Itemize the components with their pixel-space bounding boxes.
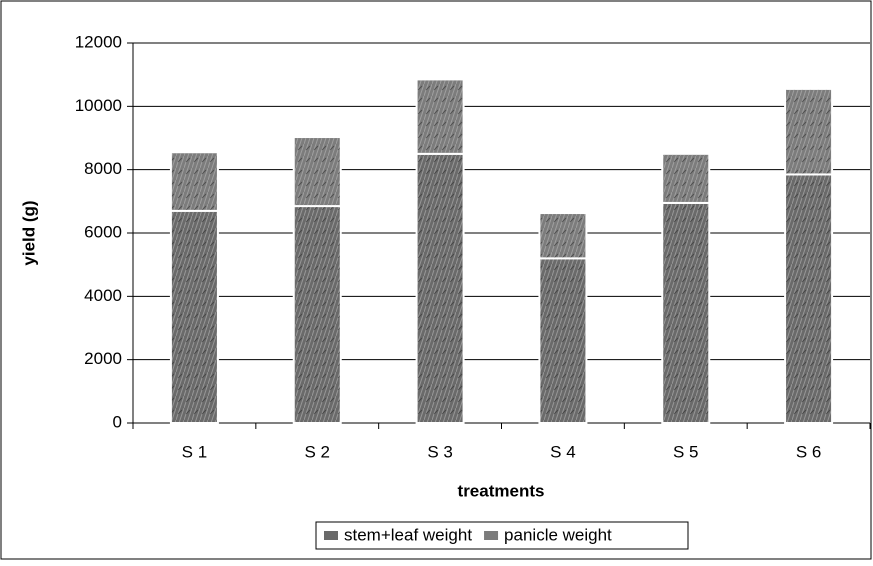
x-tick-label: S 6 [796, 442, 822, 461]
bar-texture [786, 175, 831, 422]
x-tick-label: S 5 [673, 442, 699, 461]
y-tick-label: 10000 [75, 96, 122, 115]
x-axis-title: treatments [458, 481, 545, 500]
x-tick-label: S 1 [182, 442, 208, 461]
bar-texture [295, 138, 340, 205]
bar-texture [295, 207, 340, 422]
bar-texture [786, 90, 831, 173]
legend-label: stem+leaf weight [344, 525, 472, 544]
bar-texture [540, 214, 585, 257]
y-tick-label: 12000 [75, 32, 122, 51]
y-tick-label: 0 [113, 412, 122, 431]
y-tick-label: 2000 [84, 349, 122, 368]
bar-texture [172, 153, 217, 210]
bar-texture [663, 204, 708, 422]
y-tick-label: 4000 [84, 286, 122, 305]
x-tick-label: S 3 [427, 442, 453, 461]
bar-texture [663, 155, 708, 202]
x-tick-label: S 2 [304, 442, 330, 461]
legend-label: panicle weight [504, 525, 612, 544]
bar-texture [418, 80, 463, 152]
y-tick-label: 8000 [84, 159, 122, 178]
legend-swatch [484, 531, 498, 540]
bar-texture [172, 212, 217, 422]
page: {"chart_data": {"type": "stacked-bar", "… [0, 0, 873, 566]
legend-swatch [324, 531, 338, 540]
y-tick-label: 6000 [84, 222, 122, 241]
bar-texture [418, 155, 463, 422]
x-tick-label: S 4 [550, 442, 576, 461]
y-axis-title: yield (g) [19, 200, 38, 265]
bar-texture [540, 259, 585, 422]
chart: yield (g) treatments 0 2000 4000 6000 8000 10… [0, 0, 873, 561]
